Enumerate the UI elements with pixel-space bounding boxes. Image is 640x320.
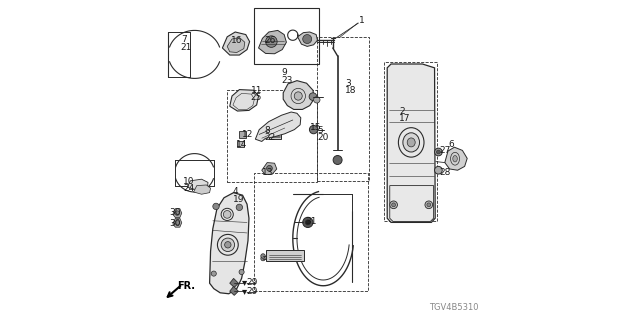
Polygon shape	[187, 179, 208, 190]
Polygon shape	[223, 32, 250, 55]
Circle shape	[236, 204, 243, 211]
Text: 20: 20	[317, 133, 329, 142]
Bar	[227, 90, 317, 182]
Circle shape	[425, 201, 433, 209]
Circle shape	[261, 256, 266, 261]
Text: 29: 29	[246, 278, 258, 287]
Circle shape	[175, 220, 179, 225]
Text: FR.: FR.	[178, 281, 196, 292]
Circle shape	[333, 156, 342, 164]
Ellipse shape	[453, 156, 458, 162]
Text: 17: 17	[399, 114, 411, 123]
Circle shape	[266, 36, 277, 47]
Circle shape	[427, 203, 431, 207]
Text: 15: 15	[310, 123, 321, 132]
Circle shape	[314, 97, 320, 103]
Text: 6: 6	[448, 140, 454, 148]
Text: 21: 21	[181, 43, 192, 52]
Circle shape	[305, 220, 310, 225]
Circle shape	[212, 203, 219, 210]
Bar	[239, 131, 246, 138]
Text: 23: 23	[281, 76, 292, 84]
Polygon shape	[173, 218, 182, 227]
Circle shape	[390, 201, 397, 209]
Text: 24: 24	[183, 184, 195, 193]
Circle shape	[309, 93, 317, 100]
Polygon shape	[445, 147, 467, 170]
Bar	[269, 130, 281, 139]
Text: 10: 10	[183, 177, 195, 186]
Text: 26: 26	[264, 36, 275, 45]
Bar	[384, 62, 437, 221]
Text: 30: 30	[170, 220, 181, 228]
Circle shape	[303, 35, 312, 44]
Bar	[254, 173, 368, 291]
Polygon shape	[193, 185, 211, 194]
Circle shape	[239, 269, 244, 275]
Polygon shape	[230, 90, 259, 111]
Text: 27: 27	[440, 146, 451, 155]
Text: 11: 11	[251, 86, 262, 95]
Text: 4: 4	[233, 188, 239, 196]
Ellipse shape	[223, 211, 231, 218]
Text: 19: 19	[233, 195, 244, 204]
Circle shape	[267, 165, 273, 171]
Text: 8: 8	[264, 126, 270, 135]
Text: 30: 30	[170, 208, 181, 217]
Circle shape	[435, 166, 442, 174]
Polygon shape	[255, 112, 301, 141]
Text: 29: 29	[246, 287, 258, 296]
Polygon shape	[227, 37, 245, 52]
Polygon shape	[283, 81, 314, 109]
Circle shape	[303, 217, 313, 228]
Text: 18: 18	[345, 86, 356, 95]
Circle shape	[435, 148, 442, 156]
Circle shape	[211, 271, 216, 276]
Circle shape	[392, 203, 396, 207]
Polygon shape	[173, 209, 182, 218]
Bar	[266, 250, 304, 261]
Ellipse shape	[407, 138, 415, 147]
Text: 2: 2	[399, 107, 405, 116]
Ellipse shape	[403, 133, 420, 152]
Text: 5: 5	[317, 126, 323, 135]
Text: 14: 14	[236, 140, 248, 149]
Text: 9: 9	[281, 68, 287, 77]
Bar	[237, 141, 244, 147]
Circle shape	[436, 150, 440, 154]
Polygon shape	[298, 32, 317, 46]
Bar	[254, 8, 319, 64]
Circle shape	[310, 125, 318, 134]
Text: 1: 1	[359, 16, 365, 25]
Polygon shape	[262, 163, 277, 174]
Text: 28: 28	[440, 168, 451, 177]
Polygon shape	[259, 30, 287, 54]
Ellipse shape	[225, 242, 231, 248]
Polygon shape	[230, 278, 239, 287]
Ellipse shape	[221, 238, 235, 252]
Circle shape	[270, 131, 275, 136]
Text: ▾—: ▾—	[242, 277, 257, 287]
Text: 7: 7	[181, 35, 186, 44]
Polygon shape	[210, 193, 249, 294]
Circle shape	[175, 211, 179, 215]
Text: 22: 22	[264, 133, 276, 142]
Polygon shape	[230, 286, 239, 295]
Ellipse shape	[294, 92, 302, 100]
Text: 16: 16	[231, 36, 243, 45]
Text: 12: 12	[242, 130, 253, 139]
Circle shape	[261, 254, 266, 258]
Text: 31: 31	[306, 217, 317, 226]
Bar	[317, 37, 369, 181]
Text: 25: 25	[251, 93, 262, 102]
Text: ▾—: ▾—	[242, 286, 257, 296]
Text: 13: 13	[262, 168, 273, 177]
Polygon shape	[387, 64, 435, 222]
Text: 3: 3	[345, 79, 351, 88]
Text: TGV4B5310: TGV4B5310	[429, 303, 479, 312]
